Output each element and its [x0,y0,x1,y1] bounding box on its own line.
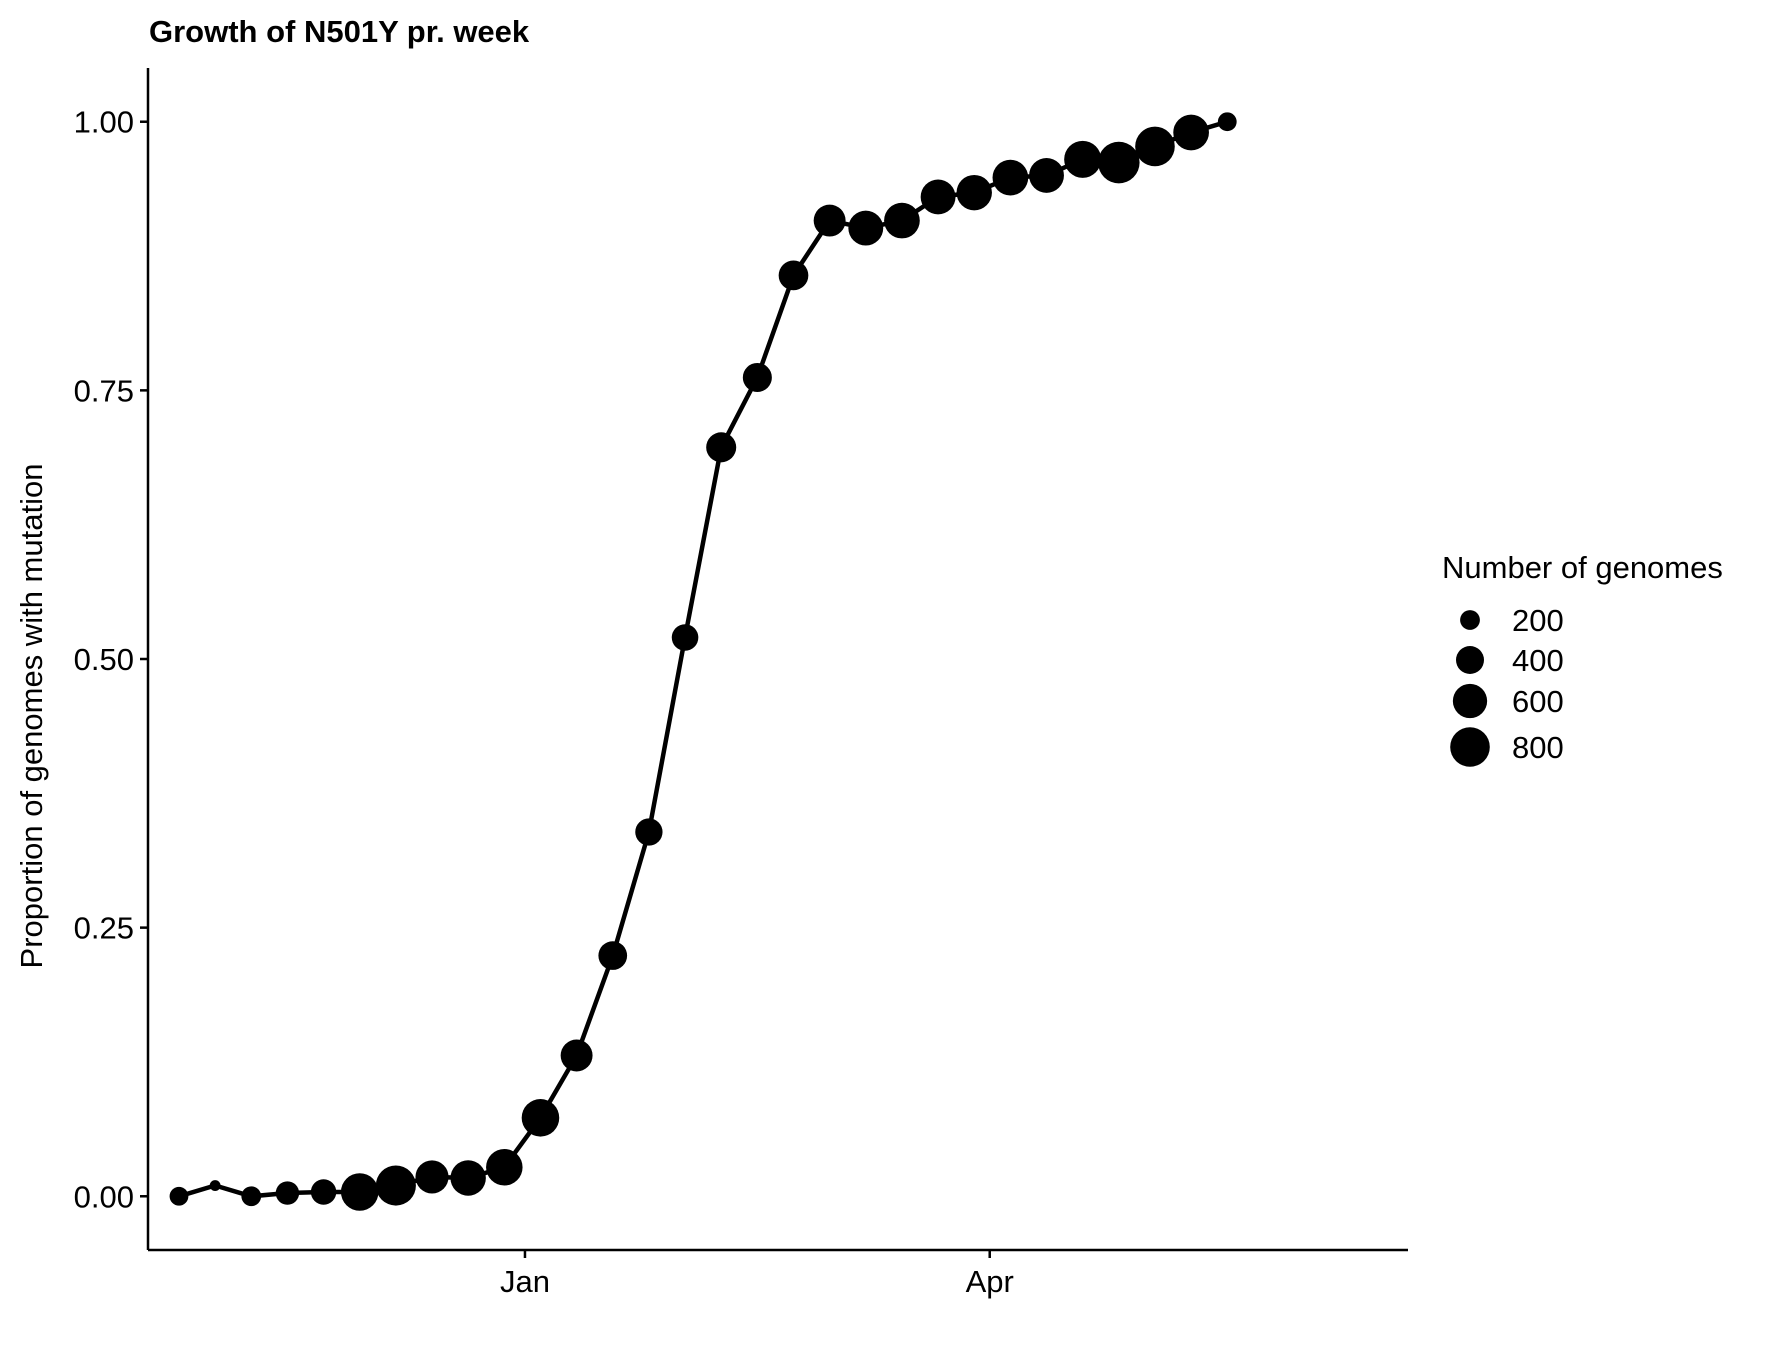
x-axis-ticks: Jan Apr [500,1250,1014,1299]
legend: Number of genomes 200 400 600 800 [1442,550,1723,767]
data-point [884,202,920,239]
data-point [848,210,884,246]
data-point [1173,114,1209,151]
data-point [992,159,1029,196]
x-tick-label: Apr [966,1264,1014,1299]
legend-size-key [1456,646,1484,674]
data-point [671,624,699,651]
series-line [178,119,1228,1199]
data-point [742,362,772,392]
chart-title: Growth of N501Y pr. week [149,14,530,49]
legend-entries: 200 400 600 800 [1450,603,1564,767]
y-tick-label: 0.00 [74,1179,134,1214]
data-point [635,818,663,846]
data-point [560,1039,593,1072]
plot-area [169,112,1237,1211]
data-point [778,260,809,291]
data-point [1098,141,1140,184]
legend-label: 800 [1512,730,1564,765]
data-point [1064,140,1102,178]
data-point [340,1173,379,1211]
y-axis-ticks: 0.00 0.25 0.50 0.75 1.00 [74,105,148,1214]
data-point [706,432,737,463]
data-point [241,1186,262,1207]
data-point [375,1165,416,1206]
data-point [598,941,628,970]
data-point [1217,112,1237,132]
legend-label: 600 [1512,684,1564,719]
legend-size-key [1450,727,1490,767]
legend-size-key [1452,683,1488,719]
data-point [521,1099,560,1137]
legend-title: Number of genomes [1442,550,1723,585]
data-point [275,1181,300,1205]
data-point [956,174,992,211]
y-tick-label: 1.00 [74,105,134,140]
legend-label: 200 [1512,603,1564,638]
data-point [169,1186,189,1206]
data-point [1029,158,1064,193]
data-point [209,1180,221,1191]
y-tick-label: 0.50 [74,642,134,677]
y-tick-label: 0.75 [74,373,134,408]
series-points [169,112,1237,1211]
data-point [813,204,846,237]
data-point [920,179,956,215]
x-tick-label: Jan [500,1264,550,1299]
data-point [1135,126,1175,167]
legend-label: 400 [1512,643,1564,678]
data-point [486,1149,523,1186]
legend-size-key [1460,610,1480,630]
data-point [415,1160,449,1194]
data-point [310,1179,337,1205]
y-axis-label: Proportion of genomes with mutation [14,464,49,969]
data-point [450,1160,486,1196]
y-tick-label: 0.25 [74,911,134,946]
